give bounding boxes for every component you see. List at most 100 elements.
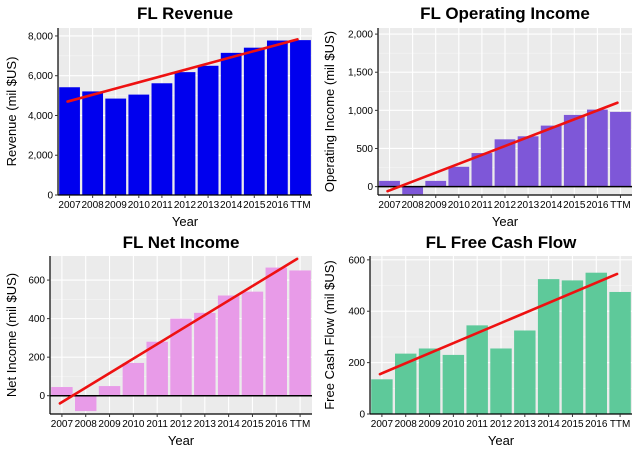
- bar: [379, 180, 400, 187]
- bar: [448, 166, 470, 187]
- bar: [537, 279, 560, 414]
- bar: [494, 139, 516, 187]
- y-tick-label: 400: [28, 314, 45, 325]
- trend-line: [386, 101, 619, 193]
- bar: [514, 330, 536, 414]
- x-tick-label: 2009: [98, 419, 121, 430]
- chart-title: FL Net Income: [123, 233, 240, 252]
- x-tick-label: 2007: [58, 200, 81, 211]
- x-tick-label: 2010: [442, 419, 465, 430]
- x-tick-label: TTM: [610, 200, 631, 211]
- bar: [266, 40, 288, 196]
- y-tick-label: 4,000: [28, 111, 53, 122]
- bar: [585, 272, 607, 414]
- bar: [442, 354, 465, 414]
- x-tick-label: 2014: [538, 419, 561, 430]
- bar: [220, 52, 242, 195]
- bar: [609, 291, 631, 414]
- x-tick-label: TTM: [290, 200, 311, 211]
- bar: [194, 312, 216, 396]
- x-tick-label: 2012: [174, 200, 197, 211]
- bar: [563, 114, 585, 187]
- bar: [243, 47, 265, 195]
- bar: [128, 94, 150, 195]
- x-tick-label: 2009: [425, 200, 448, 211]
- bar: [174, 72, 196, 195]
- bar: [170, 318, 192, 396]
- x-tick-label: TTM: [610, 419, 631, 430]
- bar: [289, 270, 311, 396]
- x-tick-label: 2014: [218, 419, 241, 430]
- y-tick-label: 8,000: [28, 31, 53, 42]
- bar: [395, 353, 417, 414]
- bar: [197, 65, 219, 196]
- x-tick-label: 2015: [241, 419, 264, 430]
- y-tick-label: 500: [356, 144, 373, 155]
- y-tick-label: 200: [348, 358, 365, 369]
- x-tick-label: 2015: [243, 200, 266, 211]
- bar: [122, 362, 145, 396]
- x-tick-label: 2008: [395, 419, 418, 430]
- x-tick-label: 2013: [514, 419, 537, 430]
- bar: [425, 180, 447, 187]
- x-tick-label: 2012: [494, 200, 517, 211]
- x-tick-label: 2011: [471, 200, 493, 211]
- x-tick-label: 2007: [378, 200, 401, 211]
- y-tick-label: 400: [348, 307, 365, 318]
- bar: [610, 111, 631, 187]
- y-tick-label: 6,000: [28, 71, 53, 82]
- y-axis-label: Revenue (mil $US): [4, 57, 19, 167]
- y-tick-label: 1,000: [348, 106, 373, 117]
- bar: [51, 387, 73, 396]
- x-tick-label: 2011: [466, 419, 488, 430]
- x-tick-label: 2008: [75, 419, 98, 430]
- bar: [146, 341, 168, 396]
- x-tick-label: 2014: [220, 200, 243, 211]
- bar: [586, 109, 608, 187]
- trend-line: [378, 272, 619, 376]
- x-tick-label: 2009: [105, 200, 128, 211]
- chart-title: FL Operating Income: [420, 4, 590, 23]
- bar: [105, 98, 127, 195]
- x-tick-label: 2012: [170, 419, 193, 430]
- x-tick-label: 2012: [490, 419, 513, 430]
- bar: [517, 136, 539, 187]
- x-tick-label: 2015: [561, 419, 584, 430]
- bar: [490, 348, 512, 414]
- x-tick-label: 2008: [82, 200, 105, 211]
- x-tick-label: TTM: [290, 419, 311, 430]
- chart-title: FL Revenue: [137, 4, 233, 23]
- y-tick-label: 0: [367, 182, 373, 193]
- x-tick-label: 2011: [146, 419, 168, 430]
- x-axis-label: Year: [172, 214, 199, 229]
- x-tick-label: 2010: [128, 200, 151, 211]
- x-tick-label: 2014: [540, 200, 563, 211]
- bar: [540, 125, 562, 187]
- y-tick-label: 2,000: [348, 30, 373, 41]
- x-tick-label: 2016: [265, 419, 288, 430]
- y-axis-label: Free Cash Flow (mil $US): [322, 260, 337, 410]
- x-tick-label: 2007: [51, 419, 74, 430]
- x-tick-label: 2010: [448, 200, 471, 211]
- y-tick-label: 2,000: [28, 151, 53, 162]
- x-tick-label: 2009: [418, 419, 441, 430]
- x-tick-label: 2010: [122, 419, 145, 430]
- x-tick-label: 2016: [586, 200, 609, 211]
- bar: [402, 186, 424, 195]
- y-tick-label: 0: [39, 391, 45, 402]
- bar: [82, 91, 104, 195]
- bar: [217, 295, 240, 396]
- y-tick-label: 600: [28, 276, 45, 287]
- chart-title: FL Free Cash Flow: [426, 233, 578, 252]
- trend-line: [58, 257, 299, 405]
- x-tick-label: 2013: [194, 419, 217, 430]
- x-axis-label: Year: [488, 433, 515, 448]
- bar: [466, 325, 488, 414]
- bar: [98, 386, 121, 396]
- x-tick-label: 2013: [197, 200, 220, 211]
